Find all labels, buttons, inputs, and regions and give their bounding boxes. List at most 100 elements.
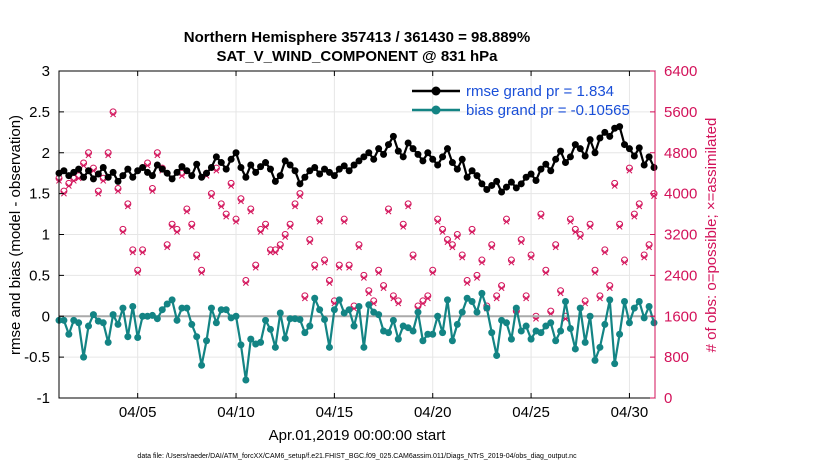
bias-point — [134, 334, 142, 342]
obs-assimilated-point — [646, 244, 653, 251]
obs-assimilated-point — [110, 111, 117, 118]
obs-assimilated-point — [385, 208, 392, 215]
rmse-point — [527, 170, 535, 178]
bias-point — [611, 360, 619, 368]
obs-assimilated-stroke — [474, 274, 480, 281]
obs-assimilated-point — [469, 228, 476, 235]
obs-assimilated-stroke — [198, 269, 205, 276]
obs-assimilated-stroke — [134, 269, 141, 276]
obs-assimilated-stroke — [247, 208, 254, 215]
x-tick-label: 04/30 — [611, 404, 649, 421]
rmse-point — [99, 163, 107, 171]
bias-point — [247, 335, 255, 343]
obs-assimilated-point — [272, 249, 279, 256]
obs-assimilated-stroke — [95, 190, 102, 197]
obs-assimilated-point — [508, 259, 515, 266]
y2-tick-label: 5600 — [664, 104, 697, 121]
obs-assimilated-point — [631, 213, 638, 220]
rmse-point — [183, 167, 191, 175]
bias-point — [419, 337, 427, 345]
data-file-footnote: data file: /Users/raeder/DAI/ATM_forcXX/… — [137, 453, 577, 460]
obs-assimilated-point — [139, 249, 146, 256]
bias-point — [109, 311, 117, 319]
rmse-point — [502, 183, 510, 191]
rmse-point — [257, 163, 265, 171]
obs-assimilated-stroke — [129, 249, 136, 256]
obs-assimilated-stroke — [346, 264, 353, 271]
rmse-point — [483, 186, 491, 194]
rmse-point — [350, 161, 358, 169]
rmse-point — [281, 157, 289, 165]
rmse-point — [414, 150, 422, 158]
rmse-point — [468, 167, 476, 175]
rmse-point — [89, 175, 97, 183]
obs-assimilated-stroke — [169, 223, 176, 230]
obs-assimilated-point — [380, 285, 387, 292]
axes: 04/05 04/10 04/15 04/20 04/25 04/30 -1 -0.5 0 0.5… — [24, 63, 697, 421]
obs-assimilated-stroke — [606, 285, 613, 292]
rmse-point — [271, 177, 279, 185]
bias-point — [266, 325, 274, 333]
bias-point — [60, 316, 68, 324]
bias-point — [232, 312, 240, 320]
obs-assimilated-point — [252, 264, 259, 271]
bias-point — [640, 314, 648, 322]
rmse-point — [552, 155, 560, 163]
bias-point — [458, 308, 466, 316]
obs-assimilated-stroke — [375, 269, 382, 276]
obs-assimilated-stroke — [582, 300, 589, 307]
bias-point — [547, 319, 555, 327]
rmse-point — [439, 153, 447, 161]
obs-assimilated-point — [606, 285, 613, 292]
bias-point — [193, 333, 201, 341]
obs-assimilated-stroke — [405, 203, 412, 210]
obs-assimilated-point — [444, 239, 451, 246]
obs-assimilated-stroke — [301, 295, 308, 302]
obs-assimilated-stroke — [178, 172, 185, 179]
obs-assimilated-stroke — [596, 295, 603, 302]
obs-assimilated-stroke — [119, 228, 126, 235]
obs-assimilated-stroke — [488, 244, 495, 251]
obs-assimilated-point — [611, 183, 618, 189]
obs-assimilated-point — [572, 228, 579, 235]
obs-assimilated-point — [651, 193, 657, 200]
obs-assimilated-point — [262, 223, 269, 230]
bias-point — [502, 319, 510, 327]
rmse-point — [296, 180, 304, 188]
bias-point — [375, 311, 383, 319]
obs-assimilated-point — [297, 193, 303, 200]
bias-point — [335, 296, 343, 304]
y2-tick-label: 0 — [664, 390, 672, 407]
obs-assimilated-point — [80, 162, 87, 169]
bias-point — [262, 316, 270, 324]
bias-point — [242, 376, 250, 384]
obs-assimilated-point — [498, 285, 505, 292]
bias-point — [104, 338, 112, 346]
bias-point — [257, 338, 265, 346]
y2-tick-label: 2400 — [664, 267, 697, 284]
obs-assimilated-stroke — [110, 111, 117, 118]
bias-point — [443, 296, 451, 304]
bias-point — [616, 330, 624, 338]
rmse-point — [276, 172, 284, 180]
bias-series — [55, 289, 658, 384]
obs-assimilated-stroke — [631, 213, 638, 220]
rmse-point — [616, 123, 624, 131]
obs-assimilated-stroke — [306, 239, 313, 246]
obs-assimilated-point — [596, 295, 603, 302]
obs-assimilated-stroke — [439, 228, 446, 235]
obs-assimilated-stroke — [572, 228, 579, 235]
obs-assimilated-point — [233, 218, 239, 225]
rmse-point — [134, 167, 142, 175]
obs-assimilated-point — [552, 244, 559, 251]
obs-assimilated-point — [424, 295, 431, 302]
obs-assimilated-stroke — [360, 274, 367, 281]
y2-tick-label: 800 — [664, 349, 689, 366]
rmse-point — [517, 180, 525, 188]
bias-point — [321, 316, 329, 324]
obs-assimilated-point — [90, 167, 97, 174]
x-tick-label: 04/15 — [316, 404, 354, 421]
bias-point — [114, 320, 122, 328]
bias-point — [183, 304, 191, 312]
bias-point — [173, 316, 181, 324]
